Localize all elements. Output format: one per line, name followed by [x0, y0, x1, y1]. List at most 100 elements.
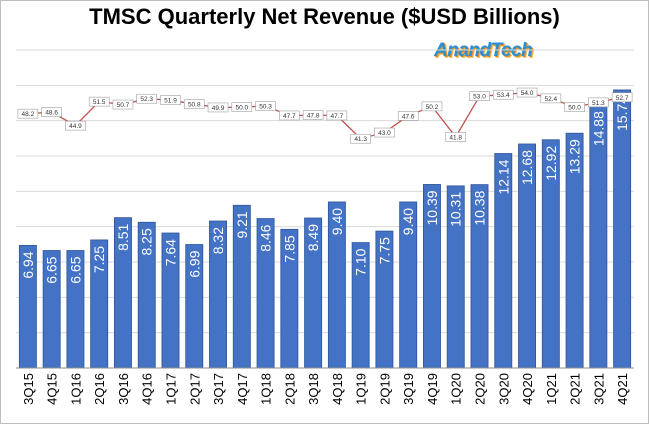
bar-value-label: 8.51	[115, 223, 131, 250]
margin-label-box	[397, 111, 419, 121]
x-tick-label: 2Q20	[473, 373, 488, 405]
x-tick-label: 3Q19	[401, 373, 416, 405]
margin-label-box	[112, 99, 134, 110]
x-tick-label: 3Q16	[116, 373, 131, 405]
margin-value-label: 41.8	[449, 134, 462, 141]
bar-value-label: 8.25	[139, 228, 155, 255]
margin-value-label: 51.5	[93, 99, 106, 106]
margin-value-label: 47.7	[283, 113, 296, 120]
bar-value-label: 7.10	[353, 248, 369, 275]
x-tick-label: 1Q16	[68, 373, 83, 405]
margin-value-label: 52.7	[616, 95, 629, 102]
x-tick-label: 4Q18	[330, 373, 345, 405]
margin-line	[27, 91, 623, 140]
bar-value-label: 7.85	[281, 235, 297, 262]
margin-value-label: 48.2	[22, 111, 35, 118]
x-tick-label: 2Q18	[282, 373, 297, 405]
x-tick-label: 4Q15	[45, 373, 60, 405]
margin-value-label: 43.0	[378, 130, 391, 137]
x-tick-label: 3Q18	[306, 373, 321, 405]
bar-value-label: 9.40	[400, 208, 416, 235]
margin-value-label: 53.4	[497, 92, 510, 99]
x-tick-label: 4Q19	[425, 373, 440, 405]
bar-value-label: 12.92	[543, 146, 559, 181]
margin-label-box	[350, 133, 371, 144]
margin-label-box	[183, 99, 205, 109]
margin-value-label: 49.9	[212, 105, 225, 112]
margin-label-box	[374, 127, 395, 138]
x-tick-label: 4Q21	[615, 373, 630, 405]
margin-label-box	[421, 101, 443, 112]
margin-label-box	[540, 93, 562, 104]
margin-value-label: 50.0	[568, 105, 581, 112]
margin-value-label: 48.6	[45, 110, 58, 117]
x-tick-label: 1Q18	[259, 373, 274, 405]
margin-value-label: 41.3	[354, 136, 367, 143]
margin-label-box	[516, 87, 538, 98]
margin-value-label: 50.7	[117, 102, 130, 109]
margin-label-box	[160, 95, 181, 105]
x-tick-label: 3Q21	[591, 373, 606, 405]
bar-value-label: 7.75	[376, 237, 392, 264]
chart-title: TMSC Quarterly Net Revenue ($USD Billion…	[89, 4, 560, 29]
margin-label-box	[564, 102, 585, 112]
x-tick-label: 3Q17	[211, 373, 226, 405]
margin-value-label: 47.8	[307, 113, 320, 120]
bar-value-label: 6.94	[20, 251, 36, 278]
bar-value-label: 10.38	[472, 190, 488, 225]
x-tick-label: 2Q16	[92, 373, 107, 405]
x-tick-label: 1Q17	[164, 373, 179, 405]
margin-value-label: 50.3	[259, 104, 272, 111]
bar-value-label: 9.40	[329, 208, 345, 235]
margin-value-label: 50.0	[235, 105, 248, 112]
x-tick-label: 2Q19	[377, 373, 392, 405]
x-tick-label: 4Q20	[520, 373, 535, 405]
bar-value-label: 13.29	[567, 139, 583, 174]
margin-label-box	[255, 101, 276, 111]
margin-value-label: 53.0	[473, 94, 486, 101]
x-tick-label: 1Q21	[544, 373, 559, 405]
margin-label-box	[326, 110, 348, 121]
margin-value-label: 51.9	[164, 98, 177, 105]
bar-value-label: 7.64	[163, 239, 179, 266]
margin-label-box	[231, 102, 253, 112]
x-tick-label: 3Q20	[496, 373, 511, 405]
margin-value-label: 52.4	[544, 96, 557, 103]
margin-value-label: 52.3	[140, 96, 153, 103]
bar-value-label: 10.39	[424, 190, 440, 225]
margin-value-label: 44.9	[69, 123, 82, 130]
bar-value-label: 14.88	[590, 111, 606, 146]
margin-label-box	[65, 120, 86, 131]
bar-value-label: 12.14	[495, 159, 511, 194]
margin-label-box	[492, 89, 514, 100]
margin-label-box	[136, 93, 158, 104]
bar-value-label: 7.25	[91, 246, 107, 273]
x-tick-label: 1Q20	[449, 373, 464, 405]
bar-value-label: 6.65	[67, 256, 83, 283]
margin-label-box	[445, 132, 467, 142]
margin-value-label: 51.3	[592, 100, 605, 107]
margin-value-label: 50.8	[188, 102, 201, 109]
bar-value-label: 12.68	[519, 150, 535, 185]
margin-label-box	[88, 96, 110, 107]
margin-label-box	[207, 102, 229, 113]
bar-value-label: 8.46	[258, 224, 274, 251]
margin-label-box	[469, 91, 490, 101]
margin-label-box	[41, 107, 62, 117]
bar-value-label: 6.65	[44, 256, 60, 283]
bar-value-label: 15.74	[614, 96, 630, 131]
margin-value-label: 47.7	[331, 113, 344, 120]
x-tick-label: 2Q17	[187, 373, 202, 405]
x-tick-label: 4Q17	[235, 373, 250, 405]
bar-value-label: 10.31	[448, 192, 464, 227]
margin-value-label: 50.2	[426, 104, 439, 111]
margin-label-box	[17, 108, 39, 119]
bar-value-label: 8.32	[210, 227, 226, 254]
x-tick-label: 4Q16	[140, 373, 155, 405]
margin-value-label: 47.6	[402, 113, 415, 120]
margin-label-box	[611, 92, 633, 103]
x-tick-label: 1Q19	[354, 373, 369, 405]
margin-label-box	[588, 97, 609, 108]
